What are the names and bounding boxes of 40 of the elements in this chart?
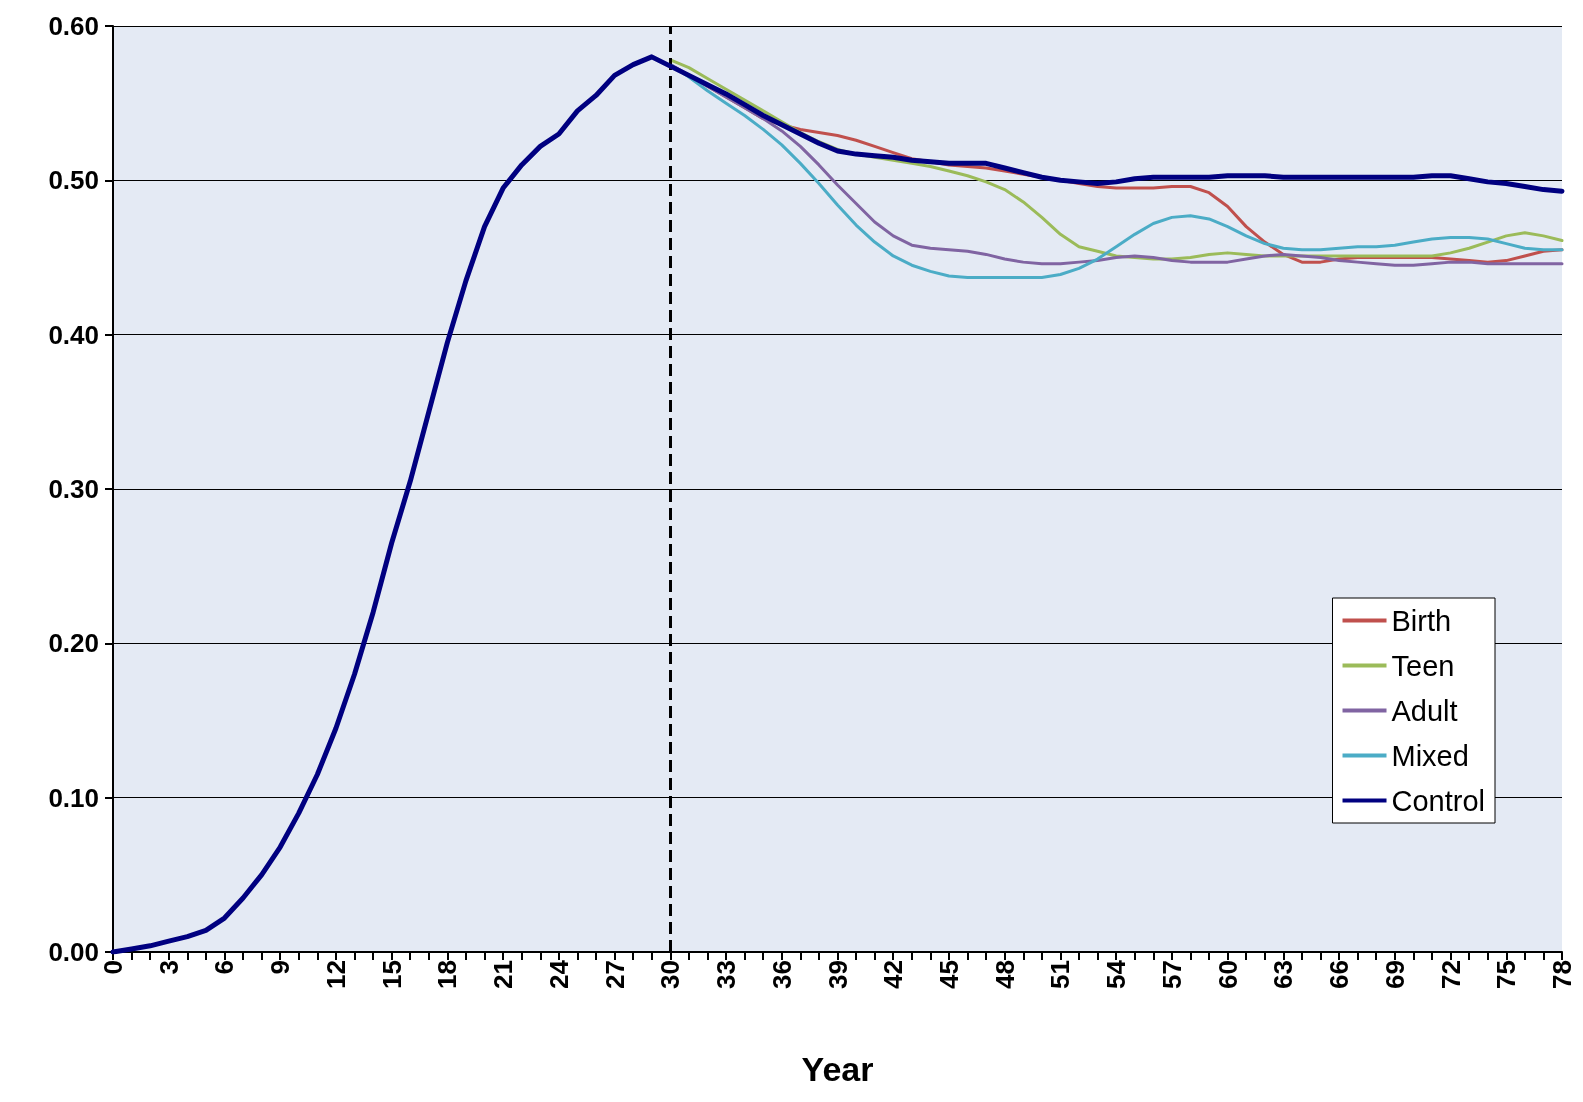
legend-label: Control	[1391, 784, 1486, 817]
x-tick-label: 48	[989, 960, 1020, 989]
x-tick-label: 51	[1045, 960, 1076, 989]
x-tick-label: 69	[1379, 960, 1410, 989]
x-tick-label: 9	[265, 960, 296, 975]
legend-label: Teen	[1391, 649, 1455, 682]
x-tick-label: 45	[933, 960, 964, 989]
x-tick-label: 75	[1491, 960, 1522, 989]
y-tick-label: 0.50	[48, 165, 99, 196]
y-tick-label: 0.10	[48, 782, 99, 813]
x-tick-label: 36	[766, 960, 797, 989]
x-tick-label: 66	[1324, 960, 1355, 989]
x-tick-label: 57	[1156, 960, 1187, 989]
x-tick-label: 24	[543, 959, 574, 989]
x-tick-label: 0	[98, 960, 128, 975]
x-axis-title: Year	[801, 1050, 874, 1088]
x-tick-label: 12	[320, 960, 351, 989]
legend-label: Mixed	[1391, 739, 1469, 772]
y-tick-label: 0.00	[48, 937, 99, 967]
x-tick-label: 78	[1547, 960, 1577, 989]
x-tick-label: 39	[822, 960, 853, 989]
legend-label: Birth	[1391, 604, 1452, 637]
x-tick-label: 33	[711, 960, 742, 989]
x-tick-label: 3	[153, 960, 184, 975]
x-tick-label: 15	[376, 960, 407, 989]
x-tick-label: 54	[1101, 959, 1132, 989]
x-tick-label: 63	[1268, 960, 1299, 989]
x-tick-label: 18	[432, 960, 463, 989]
y-tick-label: 0.20	[48, 628, 99, 659]
y-tick-label: 0.40	[48, 319, 99, 350]
x-tick-label: 30	[655, 960, 686, 989]
x-tick-label: 27	[599, 960, 630, 989]
x-tick-label: 6	[209, 960, 240, 975]
x-tick-label: 21	[488, 960, 519, 989]
legend-label: Adult	[1391, 694, 1458, 727]
y-tick-label: 0.30	[48, 474, 99, 504]
x-tick-label: 60	[1212, 960, 1243, 989]
y-tick-label: 0.60	[48, 11, 99, 41]
x-tick-label: 42	[878, 960, 909, 989]
x-tick-label: 72	[1435, 960, 1466, 989]
